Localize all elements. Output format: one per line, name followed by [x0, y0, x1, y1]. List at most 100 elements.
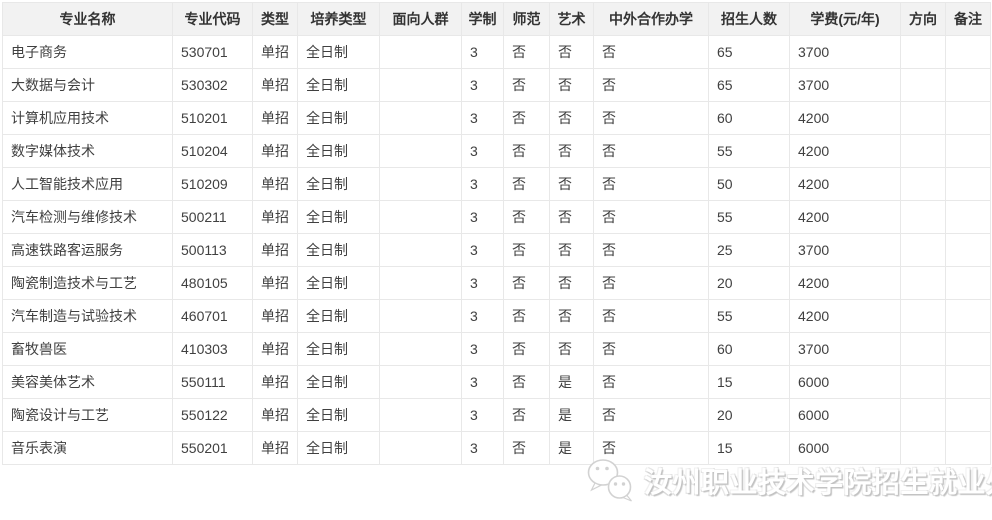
cell-type: 单招 — [252, 233, 298, 267]
cell-type: 单招 — [252, 101, 298, 135]
cell-duration: 3 — [461, 365, 504, 399]
table-body: 电子商务 530701 单招 全日制 3 否否否 65 3700 大数据与会计 530302 单招全… — [2, 35, 991, 465]
cell-enrollment: 60 — [708, 332, 790, 366]
cell-duration: 3 — [461, 134, 504, 168]
cell-tuition: 4200 — [789, 167, 901, 201]
cell-audience — [379, 332, 462, 366]
cell-normal: 否 — [503, 431, 550, 465]
cell-tuition: 4200 — [789, 200, 901, 234]
cell-type: 单招 — [252, 200, 298, 234]
cell-type: 单招 — [252, 431, 298, 465]
cell-audience — [379, 299, 462, 333]
cell-training: 全日制 — [297, 134, 380, 168]
column-header-audience: 面向人群 — [379, 2, 462, 36]
cell-training: 全日制 — [297, 68, 380, 102]
cell-audience — [379, 68, 462, 102]
cell-remark — [945, 398, 991, 432]
table-row: 高速铁路客运服务 500113 单招 全日制 3 否否否 25 3700 — [2, 233, 991, 267]
cell-name: 数字媒体技术 — [2, 134, 173, 168]
cell-training: 全日制 — [297, 101, 380, 135]
cell-duration: 3 — [461, 233, 504, 267]
cell-art: 否 — [549, 35, 594, 69]
cell-code: 550201 — [172, 431, 253, 465]
column-header-remark: 备注 — [945, 2, 991, 36]
cell-remark — [945, 35, 991, 69]
cell-tuition: 3700 — [789, 68, 901, 102]
cell-type: 单招 — [252, 365, 298, 399]
cell-code: 510204 — [172, 134, 253, 168]
cell-sino_foreign: 否 — [593, 365, 709, 399]
cell-remark — [945, 134, 991, 168]
cell-name: 汽车制造与试验技术 — [2, 299, 173, 333]
cell-art: 否 — [549, 299, 594, 333]
cell-normal: 否 — [503, 167, 550, 201]
cell-tuition: 6000 — [789, 398, 901, 432]
cell-normal: 否 — [503, 200, 550, 234]
cell-normal: 否 — [503, 35, 550, 69]
cell-enrollment: 55 — [708, 134, 790, 168]
cell-training: 全日制 — [297, 233, 380, 267]
cell-direction — [900, 398, 946, 432]
cell-remark — [945, 332, 991, 366]
cell-sino_foreign: 否 — [593, 167, 709, 201]
cell-name: 电子商务 — [2, 35, 173, 69]
table-row: 畜牧兽医 410303 单招 全日制 3 否否否 60 3700 — [2, 332, 991, 366]
cell-tuition: 3700 — [789, 233, 901, 267]
cell-sino_foreign: 否 — [593, 299, 709, 333]
cell-audience — [379, 35, 462, 69]
cell-normal: 否 — [503, 266, 550, 300]
cell-sino_foreign: 否 — [593, 233, 709, 267]
cell-enrollment: 15 — [708, 431, 790, 465]
cell-name: 高速铁路客运服务 — [2, 233, 173, 267]
cell-code: 460701 — [172, 299, 253, 333]
column-header-enrollment: 招生人数 — [708, 2, 790, 36]
cell-normal: 否 — [503, 398, 550, 432]
cell-audience — [379, 398, 462, 432]
cell-code: 530701 — [172, 35, 253, 69]
cell-enrollment: 20 — [708, 398, 790, 432]
watermark-text: 汝州职业技术学院招生就业处 — [644, 467, 992, 498]
cell-normal: 否 — [503, 299, 550, 333]
cell-remark — [945, 266, 991, 300]
cell-enrollment: 50 — [708, 167, 790, 201]
column-header-direction: 方向 — [900, 2, 946, 36]
cell-training: 全日制 — [297, 35, 380, 69]
cell-sino_foreign: 否 — [593, 101, 709, 135]
cell-sino_foreign: 否 — [593, 68, 709, 102]
cell-tuition: 4200 — [789, 134, 901, 168]
cell-name: 汽车检测与维修技术 — [2, 200, 173, 234]
cell-audience — [379, 167, 462, 201]
cell-direction — [900, 35, 946, 69]
cell-sino_foreign: 否 — [593, 266, 709, 300]
table-row: 音乐表演 550201 单招 全日制 3 否是否 15 6000 — [2, 431, 991, 465]
cell-remark — [945, 68, 991, 102]
cell-direction — [900, 431, 946, 465]
cell-art: 否 — [549, 101, 594, 135]
cell-code: 510209 — [172, 167, 253, 201]
cell-type: 单招 — [252, 68, 298, 102]
cell-sino_foreign: 否 — [593, 134, 709, 168]
cell-enrollment: 60 — [708, 101, 790, 135]
cell-name: 陶瓷制造技术与工艺 — [2, 266, 173, 300]
cell-art: 否 — [549, 68, 594, 102]
cell-code: 480105 — [172, 266, 253, 300]
cell-audience — [379, 266, 462, 300]
cell-training: 全日制 — [297, 299, 380, 333]
cell-training: 全日制 — [297, 398, 380, 432]
table-row: 陶瓷设计与工艺 550122 单招 全日制 3 否是否 20 6000 — [2, 398, 991, 432]
cell-duration: 3 — [461, 398, 504, 432]
cell-duration: 3 — [461, 332, 504, 366]
cell-remark — [945, 101, 991, 135]
cell-direction — [900, 68, 946, 102]
cell-direction — [900, 167, 946, 201]
cell-normal: 否 — [503, 68, 550, 102]
cell-direction — [900, 200, 946, 234]
cell-audience — [379, 233, 462, 267]
cell-name: 大数据与会计 — [2, 68, 173, 102]
cell-enrollment: 55 — [708, 200, 790, 234]
cell-code: 550122 — [172, 398, 253, 432]
cell-enrollment: 20 — [708, 266, 790, 300]
cell-remark — [945, 200, 991, 234]
cell-training: 全日制 — [297, 266, 380, 300]
cell-duration: 3 — [461, 68, 504, 102]
